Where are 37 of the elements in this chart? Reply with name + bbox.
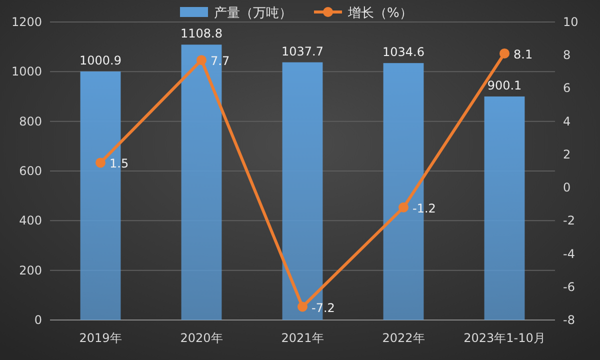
- y2-tick-label: -6: [563, 280, 575, 294]
- data-label: 900.1: [487, 78, 522, 92]
- y2-tick-label: 6: [563, 81, 571, 96]
- x-tick-label: 2020年: [180, 331, 223, 345]
- data-label: 1037.7: [282, 44, 324, 58]
- y2-tick-label: 8: [563, 48, 571, 62]
- y-tick-label: 200: [19, 263, 42, 278]
- y-tick-label: 1000: [11, 64, 42, 79]
- data-label: 8.1: [514, 47, 533, 62]
- y-tick-label: 0: [34, 313, 42, 327]
- x-tick-label: 2022年: [382, 331, 425, 345]
- y-tick-label: 400: [19, 214, 42, 228]
- bar: [484, 96, 525, 320]
- y2-tick-label: 2: [563, 147, 571, 162]
- point: [298, 302, 308, 312]
- point: [398, 202, 408, 212]
- y-tick-label: 800: [19, 114, 42, 128]
- data-label: 1034.6: [382, 45, 424, 60]
- y2-tick-label: 10: [563, 15, 578, 29]
- x-tick-label: 2023年1-10月: [464, 331, 546, 345]
- y2-tick-label: -2: [563, 214, 575, 228]
- x-tick-label: 2019年: [79, 331, 122, 345]
- y-tick-label: 1200: [11, 15, 42, 29]
- y2-tick-label: 4: [563, 114, 571, 128]
- legend-label: 产量（万吨）: [214, 6, 292, 21]
- y-tick-label: 600: [19, 164, 42, 178]
- data-label: 1000.9: [80, 53, 122, 68]
- y2-tick-label: 0: [563, 180, 571, 195]
- data-label: -7.2: [312, 300, 335, 315]
- data-label: 1108.8: [180, 26, 222, 41]
- y2-tick-label: -4: [563, 246, 575, 261]
- y2-tick-label: -8: [563, 313, 575, 327]
- point: [196, 55, 206, 66]
- point: [96, 158, 106, 168]
- x-tick-label: 2021年: [281, 331, 324, 345]
- point: [500, 48, 510, 58]
- legend-label: 增长（%）: [347, 6, 412, 21]
